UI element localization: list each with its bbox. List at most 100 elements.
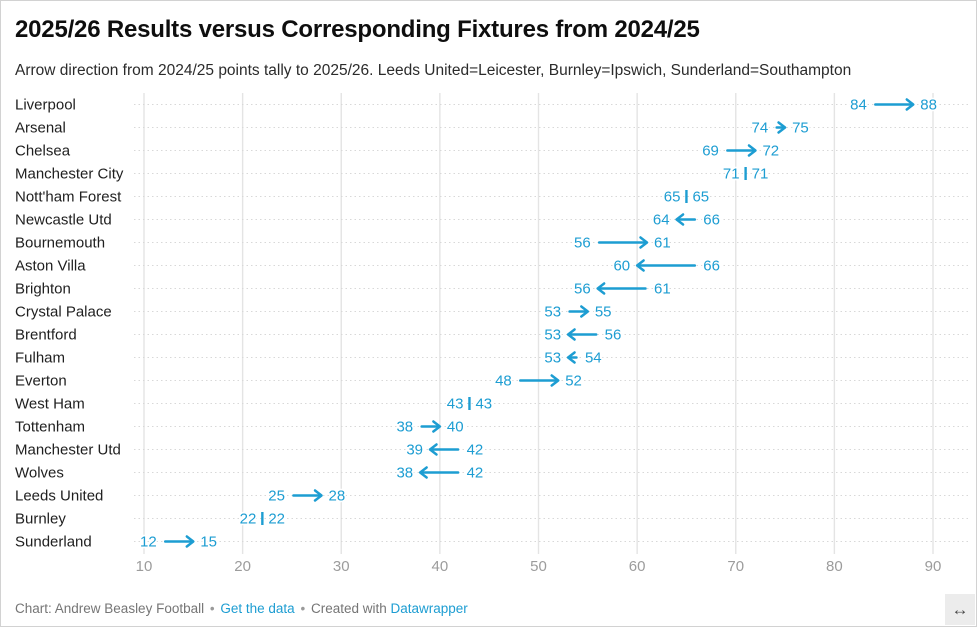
x-tick-label: 50: [530, 558, 547, 575]
team-label: Crystal Palace: [15, 304, 112, 321]
arrow-head: [675, 213, 685, 226]
value-label-right: 43: [475, 396, 492, 413]
team-row: Burnley 22 22: [15, 509, 969, 529]
value-label-left: 38: [396, 419, 413, 436]
arrow-head: [905, 98, 915, 111]
value-label-left: 60: [613, 258, 630, 275]
arrow-head: [747, 144, 757, 157]
team-row: Leeds United 25 28: [15, 486, 969, 506]
team-row: Nott'ham Forest 65 65: [15, 187, 969, 207]
value-label-right: 72: [762, 143, 779, 160]
value-label-left: 65: [664, 189, 681, 206]
x-tick-label: 10: [136, 558, 153, 575]
value-label-left: 38: [396, 465, 413, 482]
team-row: West Ham 43 43: [15, 394, 969, 414]
team-label: Manchester City: [15, 166, 124, 183]
team-label: Liverpool: [15, 97, 76, 114]
arrow-head: [428, 443, 438, 456]
x-tick-label: 60: [629, 558, 646, 575]
value-label-right: 56: [605, 327, 622, 344]
value-label-right: 40: [447, 419, 464, 436]
footer: Chart: Andrew Beasley Football • Get the…: [15, 601, 915, 616]
value-label-left: 56: [574, 235, 591, 252]
x-tick-label: 80: [826, 558, 843, 575]
value-label-left: 53: [544, 304, 561, 321]
team-label: Tottenham: [15, 419, 85, 436]
arrow-head: [418, 466, 428, 479]
value-label-left: 74: [752, 120, 769, 137]
arrow-head: [566, 351, 576, 364]
x-tick-label: 30: [333, 558, 350, 575]
x-tick-label: 20: [234, 558, 251, 575]
team-row: Arsenal 74 75: [15, 118, 969, 138]
value-label-left: 71: [723, 166, 740, 183]
team-row: Brentford 53 56: [15, 325, 969, 345]
chart-subtitle: Arrow direction from 2024/25 points tall…: [15, 62, 852, 79]
arrow-head: [596, 282, 606, 295]
team-row: Everton 48 52: [15, 371, 969, 391]
team-row: Newcastle Utd 64 66: [15, 210, 969, 230]
value-label-left: 84: [850, 97, 867, 114]
value-label-left: 22: [240, 511, 257, 528]
team-row: Fulham 53 54: [15, 348, 969, 368]
arrow-head: [550, 374, 560, 387]
value-label-left: 53: [544, 350, 561, 367]
team-row: Sunderland 12 15: [15, 532, 969, 552]
team-row: Tottenham 38 40: [15, 417, 969, 437]
team-label: Brighton: [15, 281, 71, 298]
value-label-right: 28: [329, 488, 346, 505]
resize-handle[interactable]: ↔: [945, 594, 975, 625]
arrow-chart: 10 20 30 40 50 60 70 80 90 Liverpool 84 88 Arsenal 74…: [15, 93, 969, 575]
x-tick-label: 40: [432, 558, 449, 575]
team-label: Leeds United: [15, 488, 103, 505]
arrow-head: [566, 328, 576, 341]
team-label: Chelsea: [15, 143, 71, 160]
value-label-left: 48: [495, 373, 512, 390]
get-the-data-link[interactable]: Get the data: [220, 601, 295, 616]
value-label-right: 54: [585, 350, 602, 367]
team-label: West Ham: [15, 396, 85, 413]
team-row: Manchester Utd 39 42: [15, 440, 969, 460]
value-label-right: 88: [920, 97, 937, 114]
value-label-left: 39: [406, 442, 423, 459]
team-label: Bournemouth: [15, 235, 105, 252]
value-label-left: 43: [447, 396, 464, 413]
x-tick-label: 70: [727, 558, 744, 575]
value-label-left: 53: [544, 327, 561, 344]
value-label-right: 66: [703, 212, 720, 229]
value-label-right: 55: [595, 304, 612, 321]
team-row: Brighton 56 61: [15, 279, 969, 299]
footer-separator: •: [209, 601, 215, 616]
value-label-right: 42: [467, 465, 484, 482]
value-label-right: 75: [792, 120, 809, 137]
team-label: Brentford: [15, 327, 77, 344]
footer-separator: •: [300, 601, 306, 616]
team-row: Aston Villa 60 66: [15, 256, 969, 276]
value-label-left: 25: [268, 488, 285, 505]
value-label-right: 71: [752, 166, 769, 183]
team-row: Liverpool 84 88: [15, 95, 969, 115]
chart-title: 2025/26 Results versus Corresponding Fix…: [15, 16, 700, 43]
datawrapper-link[interactable]: Datawrapper: [390, 601, 468, 616]
arrow-head: [635, 259, 645, 272]
value-label-right: 22: [268, 511, 285, 528]
team-label: Aston Villa: [15, 258, 86, 275]
resize-horizontal-icon: ↔: [951, 599, 969, 619]
value-label-left: 12: [140, 534, 157, 551]
footer-credit: Chart: Andrew Beasley Football: [15, 601, 205, 616]
team-row: Manchester City 71 71: [15, 164, 969, 184]
team-row: Chelsea 69 72: [15, 141, 969, 161]
x-tick-label: 90: [925, 558, 942, 575]
arrow-head: [432, 420, 442, 433]
value-label-right: 15: [200, 534, 217, 551]
value-label-right: 61: [654, 281, 671, 298]
team-label: Sunderland: [15, 534, 92, 551]
arrow-head: [313, 489, 323, 502]
value-label-right: 61: [654, 235, 671, 252]
team-label: Everton: [15, 373, 67, 390]
team-label: Burnley: [15, 511, 66, 528]
value-label-right: 65: [692, 189, 709, 206]
arrow-head: [777, 121, 787, 134]
arrow-head: [580, 305, 590, 318]
value-label-left: 64: [653, 212, 670, 229]
